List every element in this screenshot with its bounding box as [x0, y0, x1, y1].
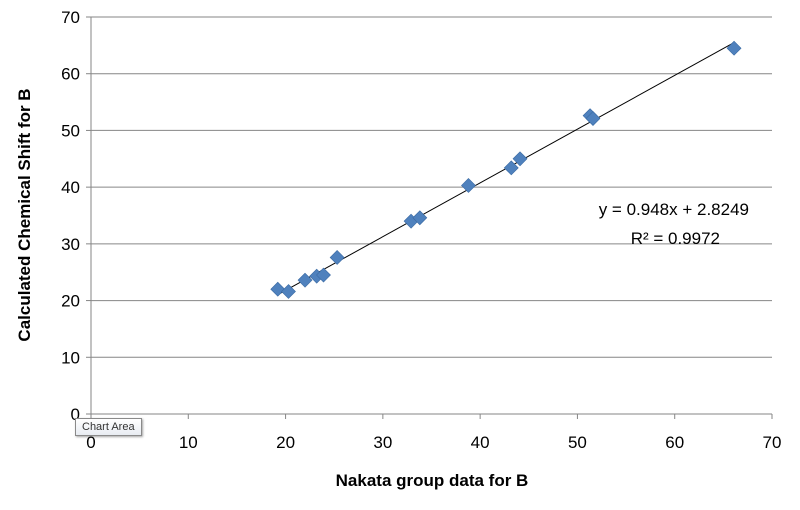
x-tick-label: 30 — [373, 433, 392, 452]
y-tick-label: 40 — [61, 178, 80, 197]
x-tick-label: 20 — [276, 433, 295, 452]
gridlines — [91, 16, 772, 358]
x-tick-label: 60 — [665, 433, 684, 452]
data-point — [316, 267, 331, 283]
data-point — [297, 272, 313, 288]
data-point — [726, 40, 742, 56]
y-tick-label: 10 — [61, 348, 80, 367]
data-points — [270, 40, 742, 299]
x-tick-label: 40 — [471, 433, 490, 452]
x-tick-label: 70 — [763, 433, 782, 452]
x-tick-label: 50 — [568, 433, 587, 452]
y-tick-label: 30 — [61, 235, 80, 254]
data-point — [412, 210, 428, 226]
data-point — [461, 178, 476, 193]
data-point — [503, 160, 519, 176]
y-tick-label: 60 — [61, 65, 80, 84]
data-point — [512, 151, 528, 167]
y-tick-label: 50 — [61, 121, 80, 140]
axes — [86, 16, 773, 419]
chart-area-tooltip: Chart Area — [75, 418, 142, 436]
data-point — [585, 111, 601, 126]
y-tick-label: 70 — [61, 8, 80, 27]
trendline-r-squared: R² = 0.9972 — [631, 229, 720, 248]
x-tick-labels: 0 10 20 30 40 50 60 70 — [86, 433, 781, 452]
x-axis-title: Nakata group data for B — [336, 471, 529, 490]
x-tick-label: 0 — [86, 433, 95, 452]
trendline-equation: y = 0.948x + 2.8249 — [599, 200, 749, 219]
y-tick-label: 0 — [71, 405, 80, 424]
y-tick-labels: 0 10 20 30 40 50 60 70 — [61, 8, 80, 424]
y-tick-label: 20 — [61, 292, 80, 311]
data-point — [329, 250, 345, 265]
y-axis-title: Calculated Chemical Shift for B — [15, 88, 34, 341]
x-tick-label: 10 — [179, 433, 198, 452]
data-point — [281, 284, 296, 299]
data-point — [270, 281, 286, 297]
